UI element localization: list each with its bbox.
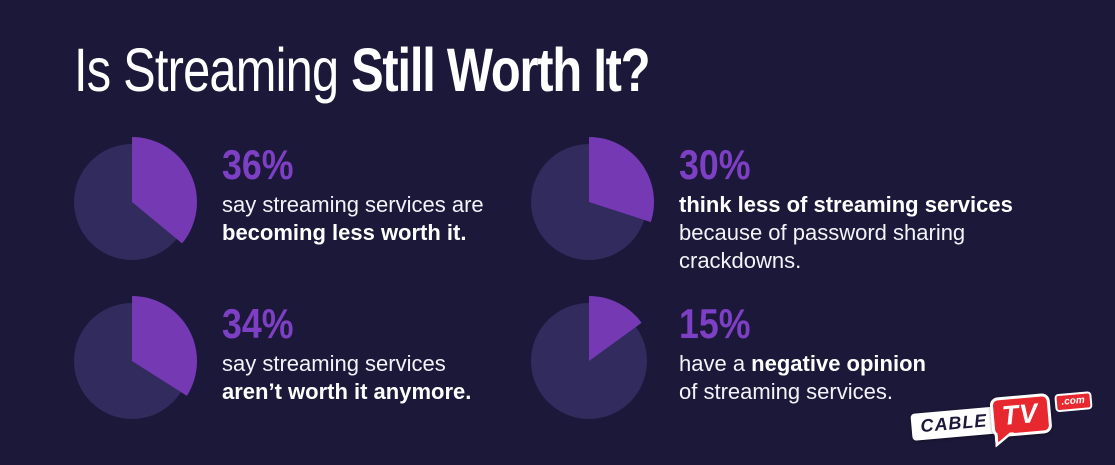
title-regular-part: Is Streaming — [74, 36, 352, 104]
stat-caption-line: of streaming services. — [679, 378, 926, 406]
caption-segment: of streaming services. — [679, 379, 893, 404]
caption-bold-segment: aren’t worth it anymore. — [222, 379, 472, 404]
pie-chart-30 — [531, 137, 655, 260]
caption-bold-segment: think less of streaming services — [679, 192, 1013, 217]
caption-segment: say streaming services are — [222, 192, 484, 217]
stat-caption: say streaming services aren’t worth it an… — [222, 350, 471, 406]
stat-text: 34% say streaming services aren’t worth it… — [222, 295, 471, 406]
caption-segment: say streaming services — [222, 351, 446, 376]
logo-tv-label: TV — [1000, 397, 1040, 431]
pie-slice — [132, 137, 197, 244]
logo-tv-speech-bubble: TV — [989, 392, 1053, 438]
caption-segment: have a — [679, 351, 752, 376]
pie-chart-15 — [531, 296, 647, 419]
stat-block-34: 34% say streaming services aren’t worth it… — [66, 295, 471, 427]
stat-text: 30% think less of streaming services becau… — [679, 136, 1013, 275]
stat-caption-line: say streaming services — [222, 350, 471, 378]
title-bold-part: Still Worth It? — [351, 36, 650, 104]
pie-chart-34 — [74, 296, 197, 419]
stat-caption: have a negative opinion of streaming serv… — [679, 350, 926, 406]
pie-chart-36 — [74, 137, 197, 260]
caption-segment: because of password sharing — [679, 220, 966, 245]
stat-caption-line: aren’t worth it anymore. — [222, 378, 471, 406]
stat-caption-line: becoming less worth it. — [222, 219, 484, 247]
stat-percent: 15% — [679, 300, 751, 347]
stat-caption: think less of streaming services because … — [679, 191, 1013, 275]
pie-slice — [589, 296, 642, 361]
stat-block-36: 36% say streaming services are becoming le… — [66, 136, 484, 268]
stat-block-30: 30% think less of streaming services becau… — [523, 136, 1013, 275]
stat-caption-line: crackdowns. — [679, 247, 1013, 275]
logo-cable-label: CABLE — [910, 406, 1001, 441]
caption-bold-segment: negative opinion — [751, 351, 926, 376]
cabletv-logo: CABLE TV .com — [910, 389, 1095, 445]
stat-percent: 34% — [222, 300, 294, 347]
stat-text: 36% say streaming services are becoming le… — [222, 136, 484, 247]
stat-percent: 30% — [679, 141, 751, 188]
stat-caption-line: think less of streaming services — [679, 191, 1013, 219]
stat-text: 15% have a negative opinion of streaming s… — [679, 295, 926, 406]
caption-segment: crackdowns. — [679, 248, 802, 273]
stat-caption-line: have a negative opinion — [679, 350, 926, 378]
pie-slice — [132, 296, 197, 396]
stat-percent: 36% — [222, 141, 294, 188]
logo-com-badge: .com — [1053, 391, 1093, 413]
stat-caption: say streaming services are becoming less … — [222, 191, 484, 247]
caption-bold-segment: becoming less worth it. — [222, 220, 467, 245]
pie-slice — [589, 137, 655, 223]
stat-block-15: 15% have a negative opinion of streaming s… — [523, 295, 926, 427]
stat-caption-line: say streaming services are — [222, 191, 484, 219]
stat-caption-line: because of password sharing — [679, 219, 1013, 247]
page-title: Is Streaming Still Worth It? — [74, 40, 651, 101]
